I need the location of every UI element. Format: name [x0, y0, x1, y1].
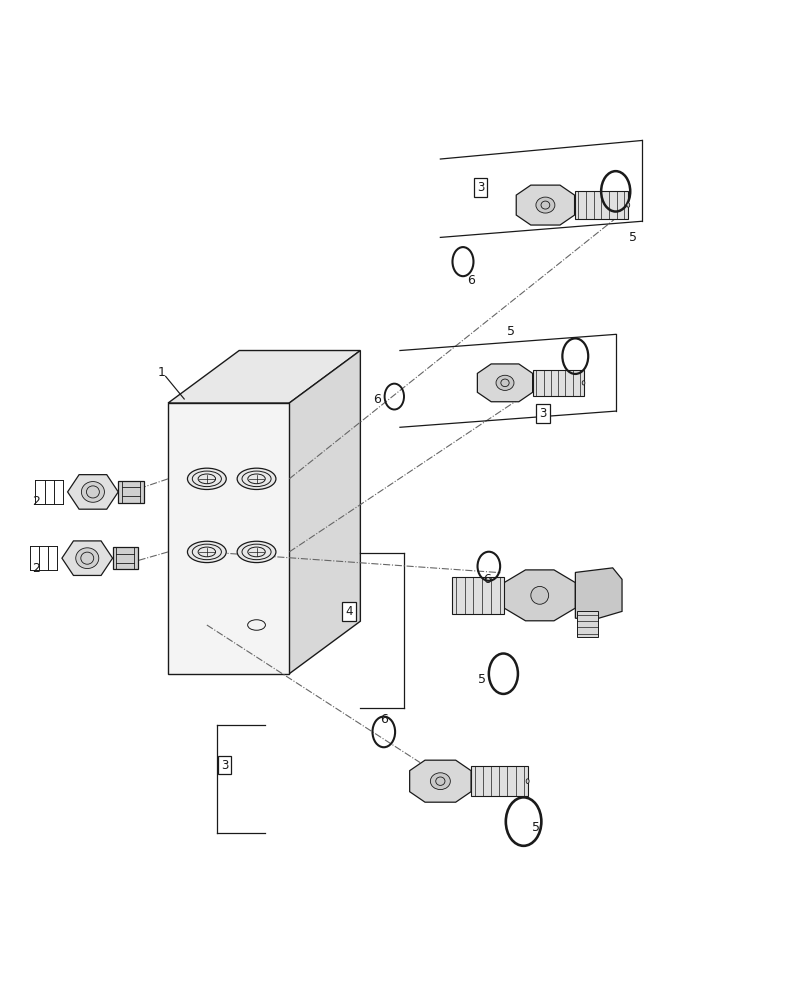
Ellipse shape [76, 548, 99, 569]
Polygon shape [68, 475, 118, 509]
Ellipse shape [187, 468, 226, 489]
Polygon shape [112, 547, 138, 569]
Polygon shape [575, 568, 622, 618]
Text: 1: 1 [158, 366, 166, 379]
Text: 2: 2 [32, 495, 40, 508]
Ellipse shape [526, 779, 529, 784]
Polygon shape [168, 403, 289, 674]
Ellipse shape [431, 773, 450, 790]
Text: 5: 5 [507, 325, 516, 338]
Text: 6: 6 [373, 393, 381, 406]
Polygon shape [516, 185, 574, 225]
Text: 3: 3 [539, 407, 547, 420]
Ellipse shape [627, 203, 629, 207]
Text: 5: 5 [478, 673, 486, 686]
Text: 5: 5 [629, 231, 637, 244]
Text: 3: 3 [221, 759, 229, 772]
Polygon shape [577, 611, 598, 637]
Ellipse shape [583, 381, 585, 385]
Polygon shape [471, 766, 528, 796]
Polygon shape [532, 370, 583, 396]
Polygon shape [62, 541, 112, 575]
Polygon shape [410, 760, 471, 802]
Ellipse shape [238, 541, 276, 563]
Text: 6: 6 [483, 573, 491, 586]
Polygon shape [478, 364, 532, 402]
Text: 5: 5 [532, 821, 540, 834]
Polygon shape [574, 191, 629, 219]
Ellipse shape [238, 468, 276, 489]
Text: 4: 4 [345, 605, 353, 618]
Ellipse shape [531, 586, 549, 604]
Polygon shape [504, 570, 575, 621]
Ellipse shape [187, 541, 226, 563]
Polygon shape [168, 351, 360, 403]
Text: 2: 2 [32, 562, 40, 575]
Text: 6: 6 [380, 713, 388, 726]
Polygon shape [289, 351, 360, 674]
Polygon shape [452, 577, 504, 614]
Text: 6: 6 [467, 274, 475, 287]
Ellipse shape [536, 197, 555, 213]
Ellipse shape [82, 482, 104, 502]
Polygon shape [118, 481, 144, 503]
Ellipse shape [496, 375, 514, 390]
Text: 3: 3 [477, 181, 485, 194]
